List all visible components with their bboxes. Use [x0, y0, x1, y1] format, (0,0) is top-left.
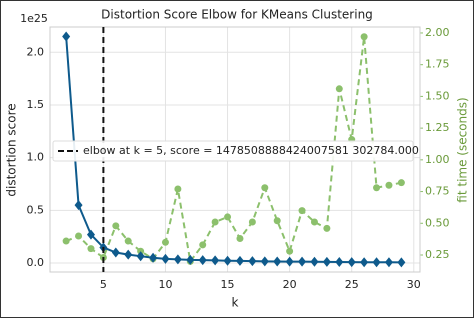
- series-line: [65, 36, 402, 264]
- distortion-point: [322, 256, 331, 267]
- y2-tick-label: 0.25: [425, 248, 450, 261]
- fit-time-point: [236, 235, 244, 243]
- fit-time-point: [273, 217, 281, 225]
- fit-time-point: [248, 218, 256, 226]
- y-axis-label: distortion score: [5, 103, 19, 196]
- plot-border: [49, 26, 421, 273]
- distortion-point: [74, 200, 83, 211]
- distortion-point: [111, 247, 120, 258]
- y-tick-label: 0.0: [27, 256, 45, 269]
- distortion-point: [347, 257, 356, 268]
- distortion-point: [298, 256, 307, 267]
- distortion-point: [397, 257, 406, 268]
- y2-tick-label: 1.75: [425, 58, 450, 71]
- distortion-point: [161, 253, 170, 264]
- distortion-point: [372, 257, 381, 268]
- distortion-point: [285, 256, 294, 267]
- y-tick-label: 1.0: [27, 151, 45, 164]
- distortion-point: [86, 229, 95, 240]
- fit-time-point: [261, 184, 269, 192]
- fit-time-point: [199, 241, 207, 249]
- distortion-point: [173, 254, 182, 265]
- distortion-point: [384, 257, 393, 268]
- y2-tick-label: 0.75: [425, 185, 450, 198]
- y-tick-label: 2.0: [27, 45, 45, 58]
- fit-time-point: [75, 232, 83, 240]
- chart-title: Distortion Score Elbow for KMeans Cluste…: [101, 8, 373, 22]
- distortion-point: [360, 257, 369, 268]
- distortion-point: [149, 252, 158, 263]
- fit-time-point: [298, 207, 306, 215]
- distortion-point: [198, 255, 207, 266]
- y-tick-label: 1.5: [27, 98, 45, 111]
- distortion-point: [248, 256, 257, 267]
- y2-tick-label: 1.50: [425, 89, 450, 102]
- y2-tick-label: 1.00: [425, 153, 450, 166]
- fit-time-point: [286, 247, 294, 255]
- fit-time-point: [385, 181, 393, 189]
- distortion-point: [186, 254, 195, 265]
- fit-time-point: [373, 184, 381, 192]
- y2-tick-label: 2.00: [425, 26, 450, 39]
- series-line: [65, 36, 402, 264]
- fit-time-point: [335, 85, 343, 93]
- x-axis-label: k: [232, 296, 239, 310]
- legend-label: elbow at k = 5, score = 1478508888424007…: [83, 144, 419, 157]
- fit-time-point: [137, 247, 145, 255]
- distortion-point: [211, 255, 220, 266]
- x-tick-label: 15: [221, 278, 235, 291]
- x-tick-label: 5: [100, 278, 107, 291]
- distortion-point: [310, 256, 319, 267]
- y-offset-label: 1e25: [20, 12, 48, 25]
- fit-time-point: [211, 218, 219, 226]
- fit-time-point: [397, 179, 405, 187]
- y2-axis-label: fit time (seconds): [456, 97, 470, 202]
- distortion-point: [273, 256, 282, 267]
- distortion-point: [260, 256, 269, 267]
- distortion-point: [235, 255, 244, 266]
- distortion-point: [62, 31, 71, 42]
- x-tick-label: 10: [158, 278, 172, 291]
- fit-time-point: [174, 185, 182, 193]
- distortion-point: [136, 251, 145, 262]
- fit-time-point: [112, 222, 120, 230]
- fit-time-point: [360, 33, 368, 41]
- fit-time-point: [87, 245, 95, 253]
- fit-time-point: [310, 218, 318, 226]
- distortion-point: [223, 255, 232, 266]
- distortion-point: [335, 256, 344, 267]
- fit-time-point: [323, 224, 331, 232]
- y2-tick-label: 1.25: [425, 121, 450, 134]
- distortion-point: [124, 249, 133, 260]
- fit-time-point: [62, 237, 70, 245]
- fit-time-point: [161, 238, 169, 246]
- plot-area: 5 10 15 20 25 30 0.0 0.5 1.0 1.5 2.0 0.25 0.50 0.75 1.…: [27, 26, 450, 291]
- y-tick-label: 0.5: [27, 203, 45, 216]
- y2-tick-label: 0.50: [425, 216, 450, 229]
- fit-time-point: [224, 213, 232, 221]
- legend-box: [52, 140, 414, 162]
- fit-time-point: [124, 237, 132, 245]
- x-tick-label: 30: [407, 278, 421, 291]
- x-tick-label: 20: [283, 278, 297, 291]
- x-tick-label: 25: [345, 278, 359, 291]
